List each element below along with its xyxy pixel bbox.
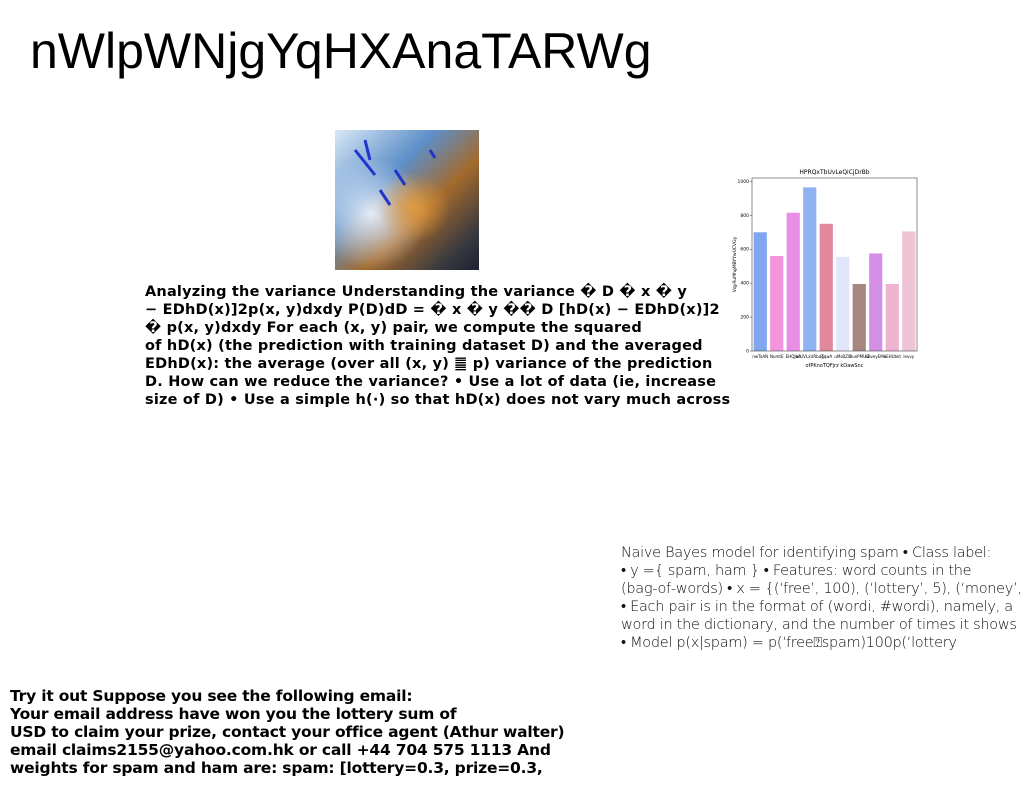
bar xyxy=(819,223,833,351)
bar xyxy=(803,187,817,351)
text-line: Try it out Suppose you see the following… xyxy=(10,687,413,705)
text-line: word in the dictionary, and the number o… xyxy=(621,617,1017,633)
text-line: of hD(x) (the prediction with training d… xyxy=(145,338,703,354)
text-line: • Model p(x|spam) = p(‘free⍰spam)100p(‘l… xyxy=(621,635,957,651)
page-title: nWlpWNjgYqHXAnaTARWg xyxy=(30,23,652,79)
y-tick-label: 800 xyxy=(740,213,749,219)
x-tick-label: nEHUbkt xyxy=(884,354,902,359)
text-line: Analyzing the variance Understanding the… xyxy=(145,284,688,300)
x-tick-label: uBveyEMe xyxy=(865,354,886,359)
x-tick-label: levvy xyxy=(903,354,914,359)
chart: HPRQxTbUvLeQiCjDrBb 0 200 400 600 800 1000 VqyR… xyxy=(732,169,918,369)
plot-frame xyxy=(751,177,918,352)
text-line: (bag-of-words) • x = {(‘free’, 100), (‘l… xyxy=(621,581,1022,597)
text-line: • Each pair is in the format of (wordi, … xyxy=(621,599,1013,615)
text-block: Analyzing the variance Understanding the… xyxy=(145,283,730,409)
x-tick-label: nwToAN xyxy=(752,354,768,359)
text-line: � p(x, y)dxdy For each (x, y) pair, we c… xyxy=(145,320,642,336)
bar xyxy=(770,256,784,351)
text-block: Naive Bayes model for identifying spam •… xyxy=(621,544,1022,652)
photo xyxy=(335,130,479,270)
text-line: − EDhD(x)]2p(x, y)dxdy P(D)dD = � x � y … xyxy=(145,302,720,318)
y-axis-label: VqyRuMhgMBYYwUCVGy xyxy=(732,236,738,292)
text-line: Your email address have won you the lott… xyxy=(10,705,457,723)
text-line: size of D) • Use a simple h(·) so that h… xyxy=(145,392,731,408)
bar xyxy=(902,231,916,351)
text-line: email claims2155@yahoo.com.hk or call +4… xyxy=(10,741,551,759)
text-line: EDhD(x): the average (over all (x, y) ䷀ … xyxy=(145,356,713,372)
x-tick-label: uMsBZlz xyxy=(834,354,851,359)
y-tick-label: 200 xyxy=(740,315,749,321)
y-tick-label: 1000 xyxy=(738,179,750,185)
text-line: USD to claim your prize, contact your of… xyxy=(10,723,565,741)
text-line: • y ={ spam, ham } • Features: word coun… xyxy=(621,563,972,579)
x-tick-label: BuePMUG xyxy=(849,354,869,359)
bar xyxy=(753,232,767,351)
bar xyxy=(885,284,899,351)
bar xyxy=(852,284,866,351)
y-tick-label: 600 xyxy=(740,247,749,253)
bar xyxy=(786,212,800,351)
x-tick-label: EHQJbA xyxy=(786,354,801,359)
text-line: D. How can we reduce the variance? • Use… xyxy=(145,374,717,390)
x-tick-label: NumtE xyxy=(770,354,784,359)
chart-title: HPRQxTbUvLeQiCjDrBb xyxy=(799,169,869,176)
x-tick-label: lTqwA xyxy=(820,354,832,359)
bar xyxy=(869,253,883,351)
x-tick-label: xcUVLxURbug xyxy=(796,354,825,359)
bar xyxy=(836,256,850,351)
x-axis-label: ofPKnoTQFjrz kOawSnc xyxy=(806,363,864,369)
y-tick-label: 400 xyxy=(740,281,749,287)
text-line: weights for spam and ham are: spam: [lot… xyxy=(10,759,543,777)
text-block: Try it out Suppose you see the following… xyxy=(10,687,565,777)
y-tick-label: 0 xyxy=(746,349,749,355)
text-line: Naive Bayes model for identifying spam •… xyxy=(621,545,992,561)
